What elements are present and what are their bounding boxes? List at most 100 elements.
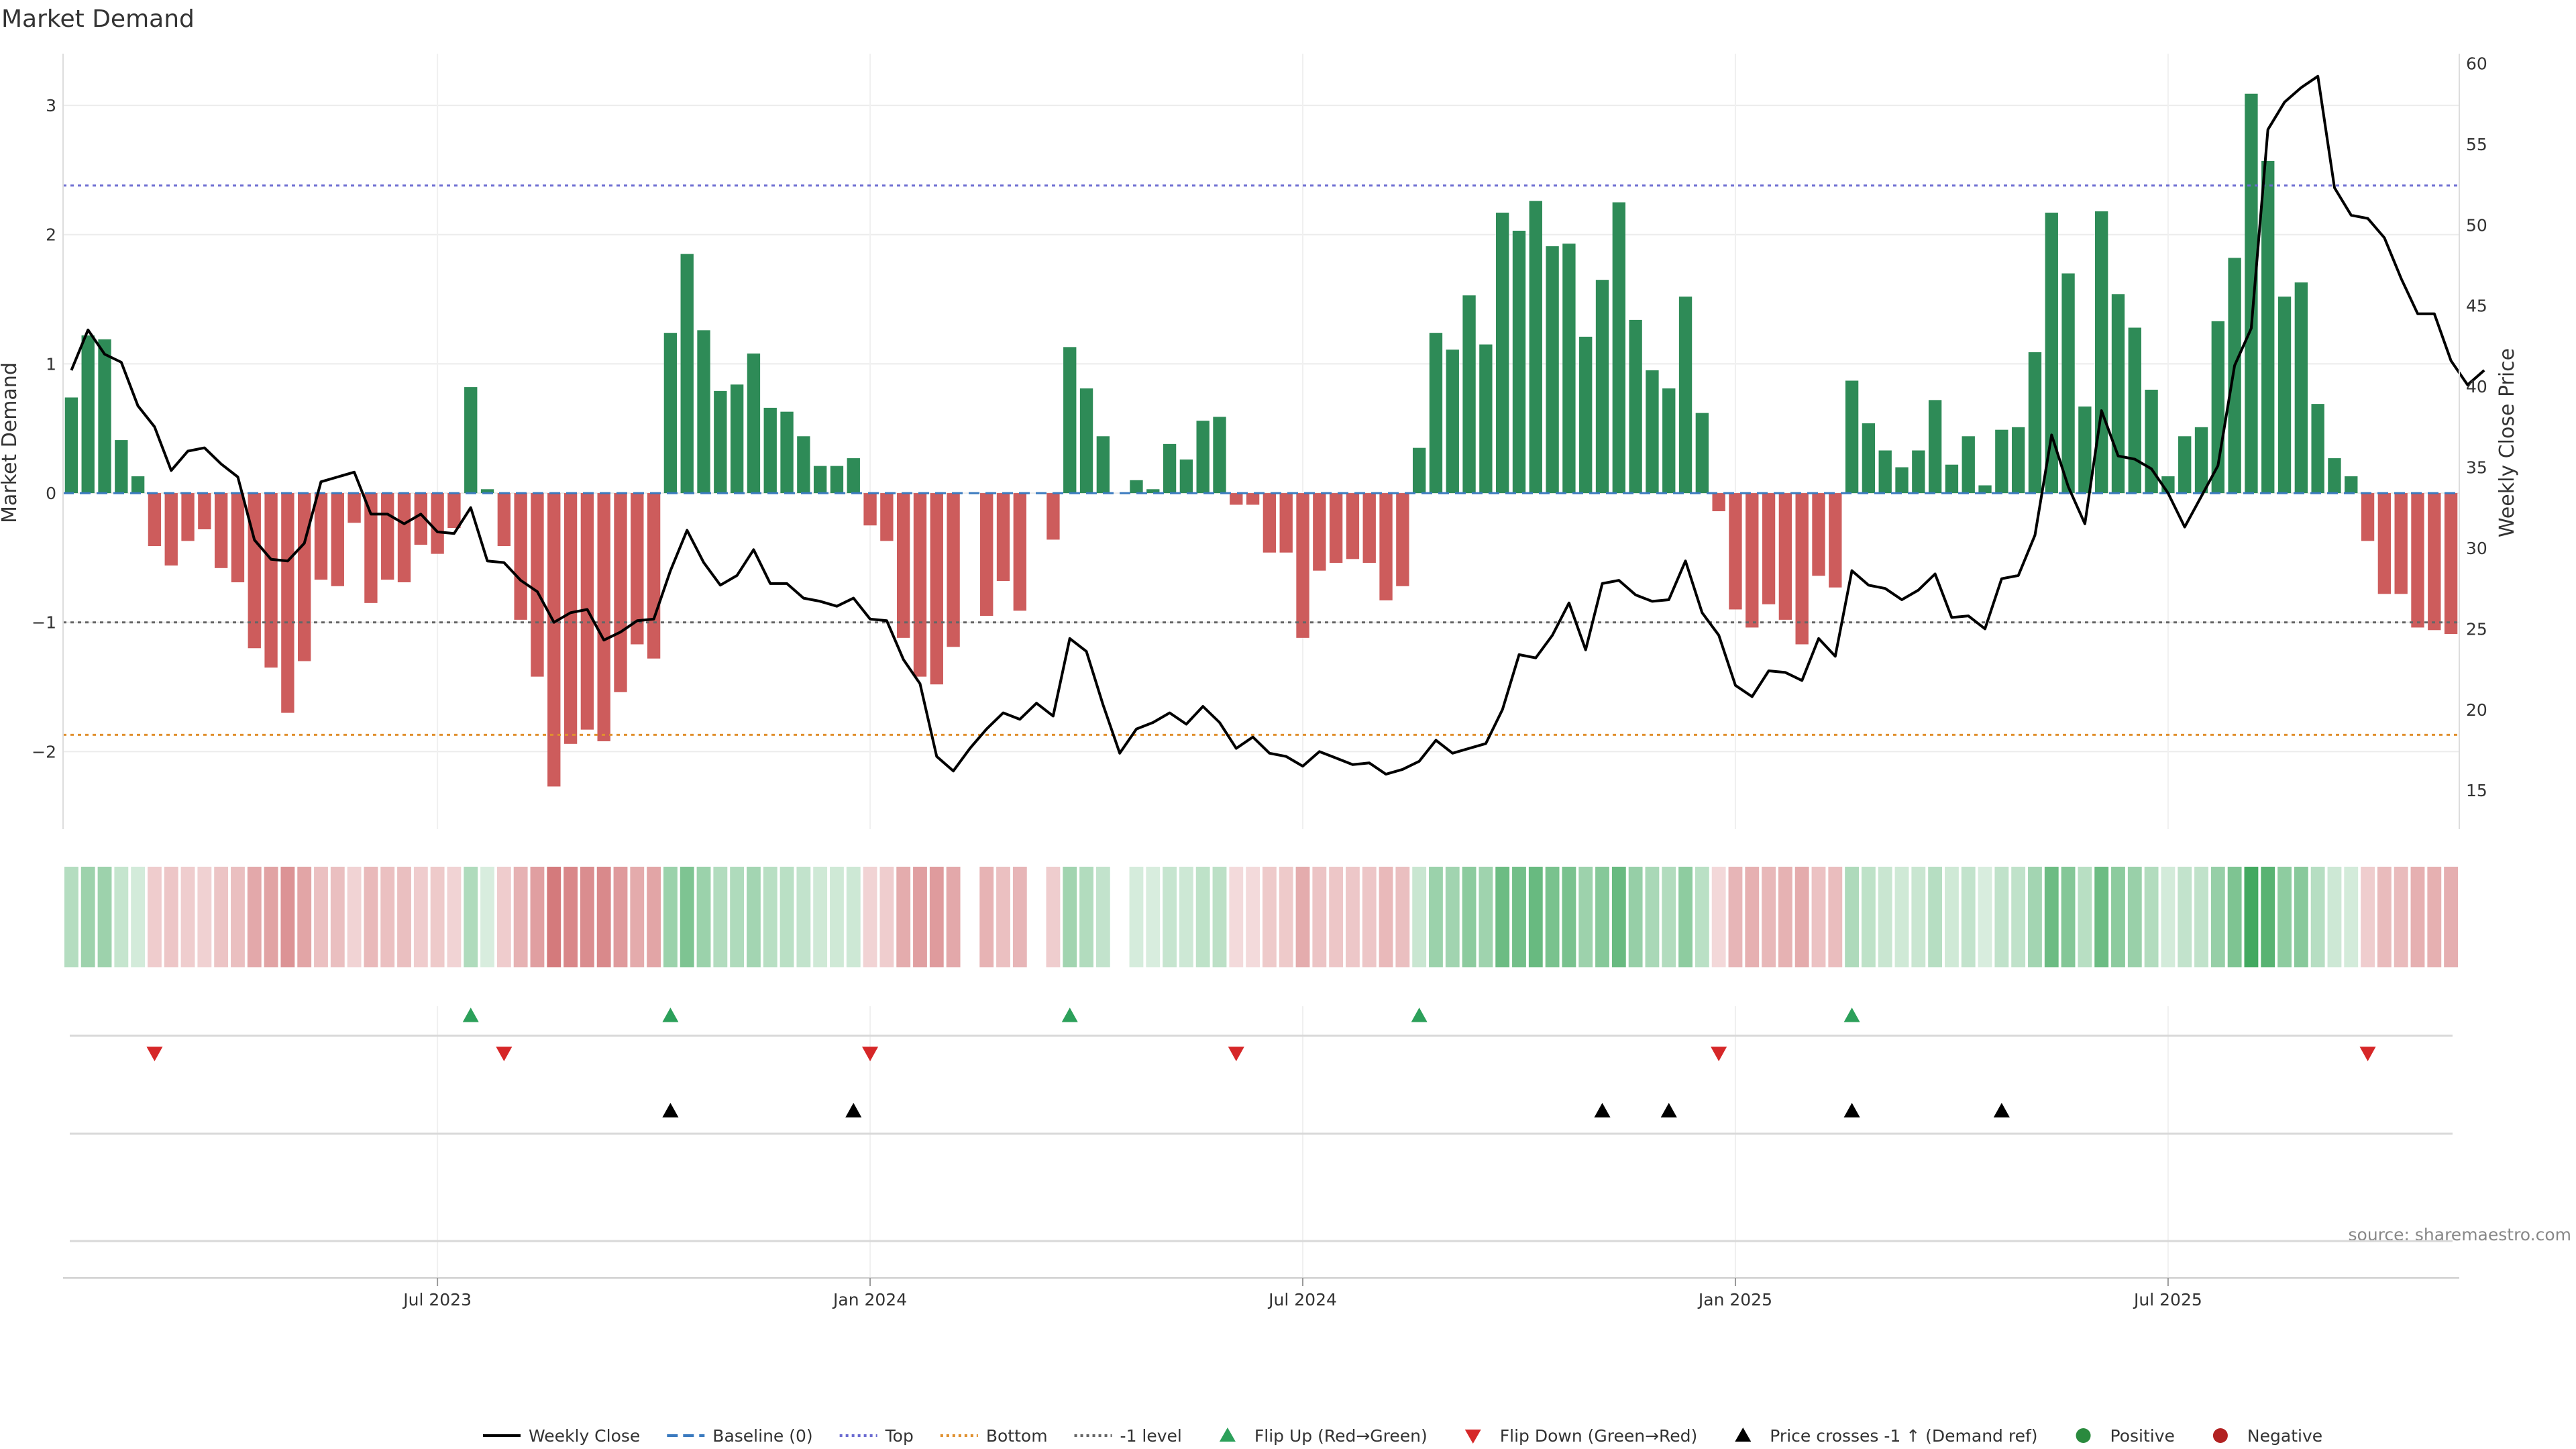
heat-cell: [547, 867, 561, 967]
heat-cell: [1512, 867, 1526, 967]
demand-bar: [1179, 459, 1193, 494]
demand-bar: [663, 333, 678, 494]
heat-cell: [1745, 867, 1760, 967]
legend-item: Flip Down (Green→Red): [1464, 1426, 1697, 1446]
heat-cell: [1695, 867, 1709, 967]
legend-label: Top: [885, 1426, 914, 1446]
demand-bar: [2361, 493, 2375, 541]
demand-bar: [1962, 436, 1975, 494]
heat-cell: [1346, 867, 1360, 967]
demand-bar: [1629, 319, 1642, 494]
event-markers: [70, 1008, 2453, 1242]
heat-cell: [1395, 867, 1410, 967]
demand-bar: [2428, 493, 2441, 631]
y2-tick-label: 55: [2466, 135, 2487, 154]
legend-item: Price crosses -1 ↑ (Demand ref): [1735, 1426, 2038, 1446]
demand-bar: [1213, 417, 1226, 494]
heat-cell: [2144, 867, 2159, 967]
demand-bar: [1429, 333, 1443, 494]
price-cross-marker: [1660, 1103, 1677, 1118]
heat-cell: [630, 867, 645, 967]
flip-down-marker: [1228, 1046, 1244, 1061]
legend-swatch: [2212, 1428, 2228, 1443]
legend-item: Negative: [2212, 1426, 2322, 1446]
heat-cell: [264, 867, 278, 967]
heat-cell: [2210, 867, 2225, 967]
heat-cell: [480, 867, 494, 967]
demand-bar: [1313, 493, 1326, 571]
demand-bar: [647, 493, 661, 659]
demand-bar: [2178, 436, 2192, 494]
demand-bar: [1346, 493, 1360, 559]
heat-cell: [813, 867, 828, 967]
demand-bar: [181, 493, 195, 541]
legend-swatch: [2076, 1428, 2091, 1443]
legend-swatch: [1464, 1430, 1481, 1444]
demand-bar: [397, 493, 411, 583]
heat-cell: [2361, 867, 2375, 967]
legend-label: Negative: [2247, 1426, 2322, 1446]
demand-bar: [2444, 493, 2458, 635]
heat-cell: [247, 867, 262, 967]
heat-cell: [696, 867, 711, 967]
demand-bar: [1562, 244, 1576, 494]
heat-cell: [1711, 867, 1726, 967]
y2-tick-label: 30: [2466, 539, 2487, 558]
demand-bar: [131, 476, 145, 494]
heat-cell: [297, 867, 312, 967]
demand-bar: [364, 493, 378, 603]
heat-cell: [2161, 867, 2176, 967]
heat-cell: [2394, 867, 2408, 967]
legend-label: Bottom: [986, 1426, 1048, 1446]
heat-cell: [180, 867, 195, 967]
demand-bar: [1662, 388, 1676, 494]
y-tick-label: 0: [46, 484, 56, 503]
heat-cell: [280, 867, 295, 967]
demand-bar: [897, 493, 910, 638]
demand-bar: [1695, 413, 1709, 494]
heat-cell: [214, 867, 229, 967]
x-tick-label: Jan 2024: [832, 1290, 907, 1309]
price-cross-marker: [845, 1103, 862, 1118]
heat-cell: [2261, 867, 2275, 967]
demand-bar: [680, 254, 694, 494]
heat-cell: [2294, 867, 2308, 967]
heat-cell: [114, 867, 129, 967]
demand-bar: [1163, 443, 1177, 494]
heat-cell: [929, 867, 944, 967]
demand-bar: [1646, 370, 1659, 494]
price-cross-marker: [1843, 1103, 1860, 1118]
x-tick-label: Jul 2025: [2133, 1290, 2202, 1309]
heat-cell: [1994, 867, 2009, 967]
demand-bar: [2228, 258, 2241, 494]
demand-bar: [1063, 347, 1077, 494]
legend-item: Positive: [2076, 1426, 2175, 1446]
heat-cell: [97, 867, 112, 967]
heat-cell: [747, 867, 761, 967]
flip-up-marker: [662, 1008, 679, 1022]
heat-cell: [364, 867, 378, 967]
price-cross-marker: [1594, 1103, 1611, 1118]
demand-bar: [1529, 201, 1542, 494]
demand-bar: [447, 493, 461, 529]
heat-cell: [2444, 867, 2459, 967]
legend-label: -1 level: [1120, 1426, 1182, 1446]
heat-cell: [380, 867, 395, 967]
demand-bar: [1778, 493, 1792, 620]
weekly-close-line: [70, 74, 2485, 776]
demand-bar: [514, 493, 527, 620]
legend-label: Baseline (0): [712, 1426, 812, 1446]
legend-label: Weekly Close: [529, 1426, 640, 1446]
heat-cell: [1179, 867, 1193, 967]
demand-bar: [1362, 493, 1376, 564]
heat-cell: [596, 867, 611, 967]
demand-bar: [2078, 406, 2092, 494]
y2-axis-label: Weekly Close Price: [2496, 348, 2519, 537]
heat-cell: [1928, 867, 1943, 967]
heat-cell: [713, 867, 728, 967]
demand-bar: [1196, 421, 1210, 494]
price-line-layer: [70, 74, 2485, 776]
heat-cell: [1012, 867, 1027, 967]
heat-cell: [1611, 867, 1626, 967]
demand-bar: [331, 493, 344, 586]
